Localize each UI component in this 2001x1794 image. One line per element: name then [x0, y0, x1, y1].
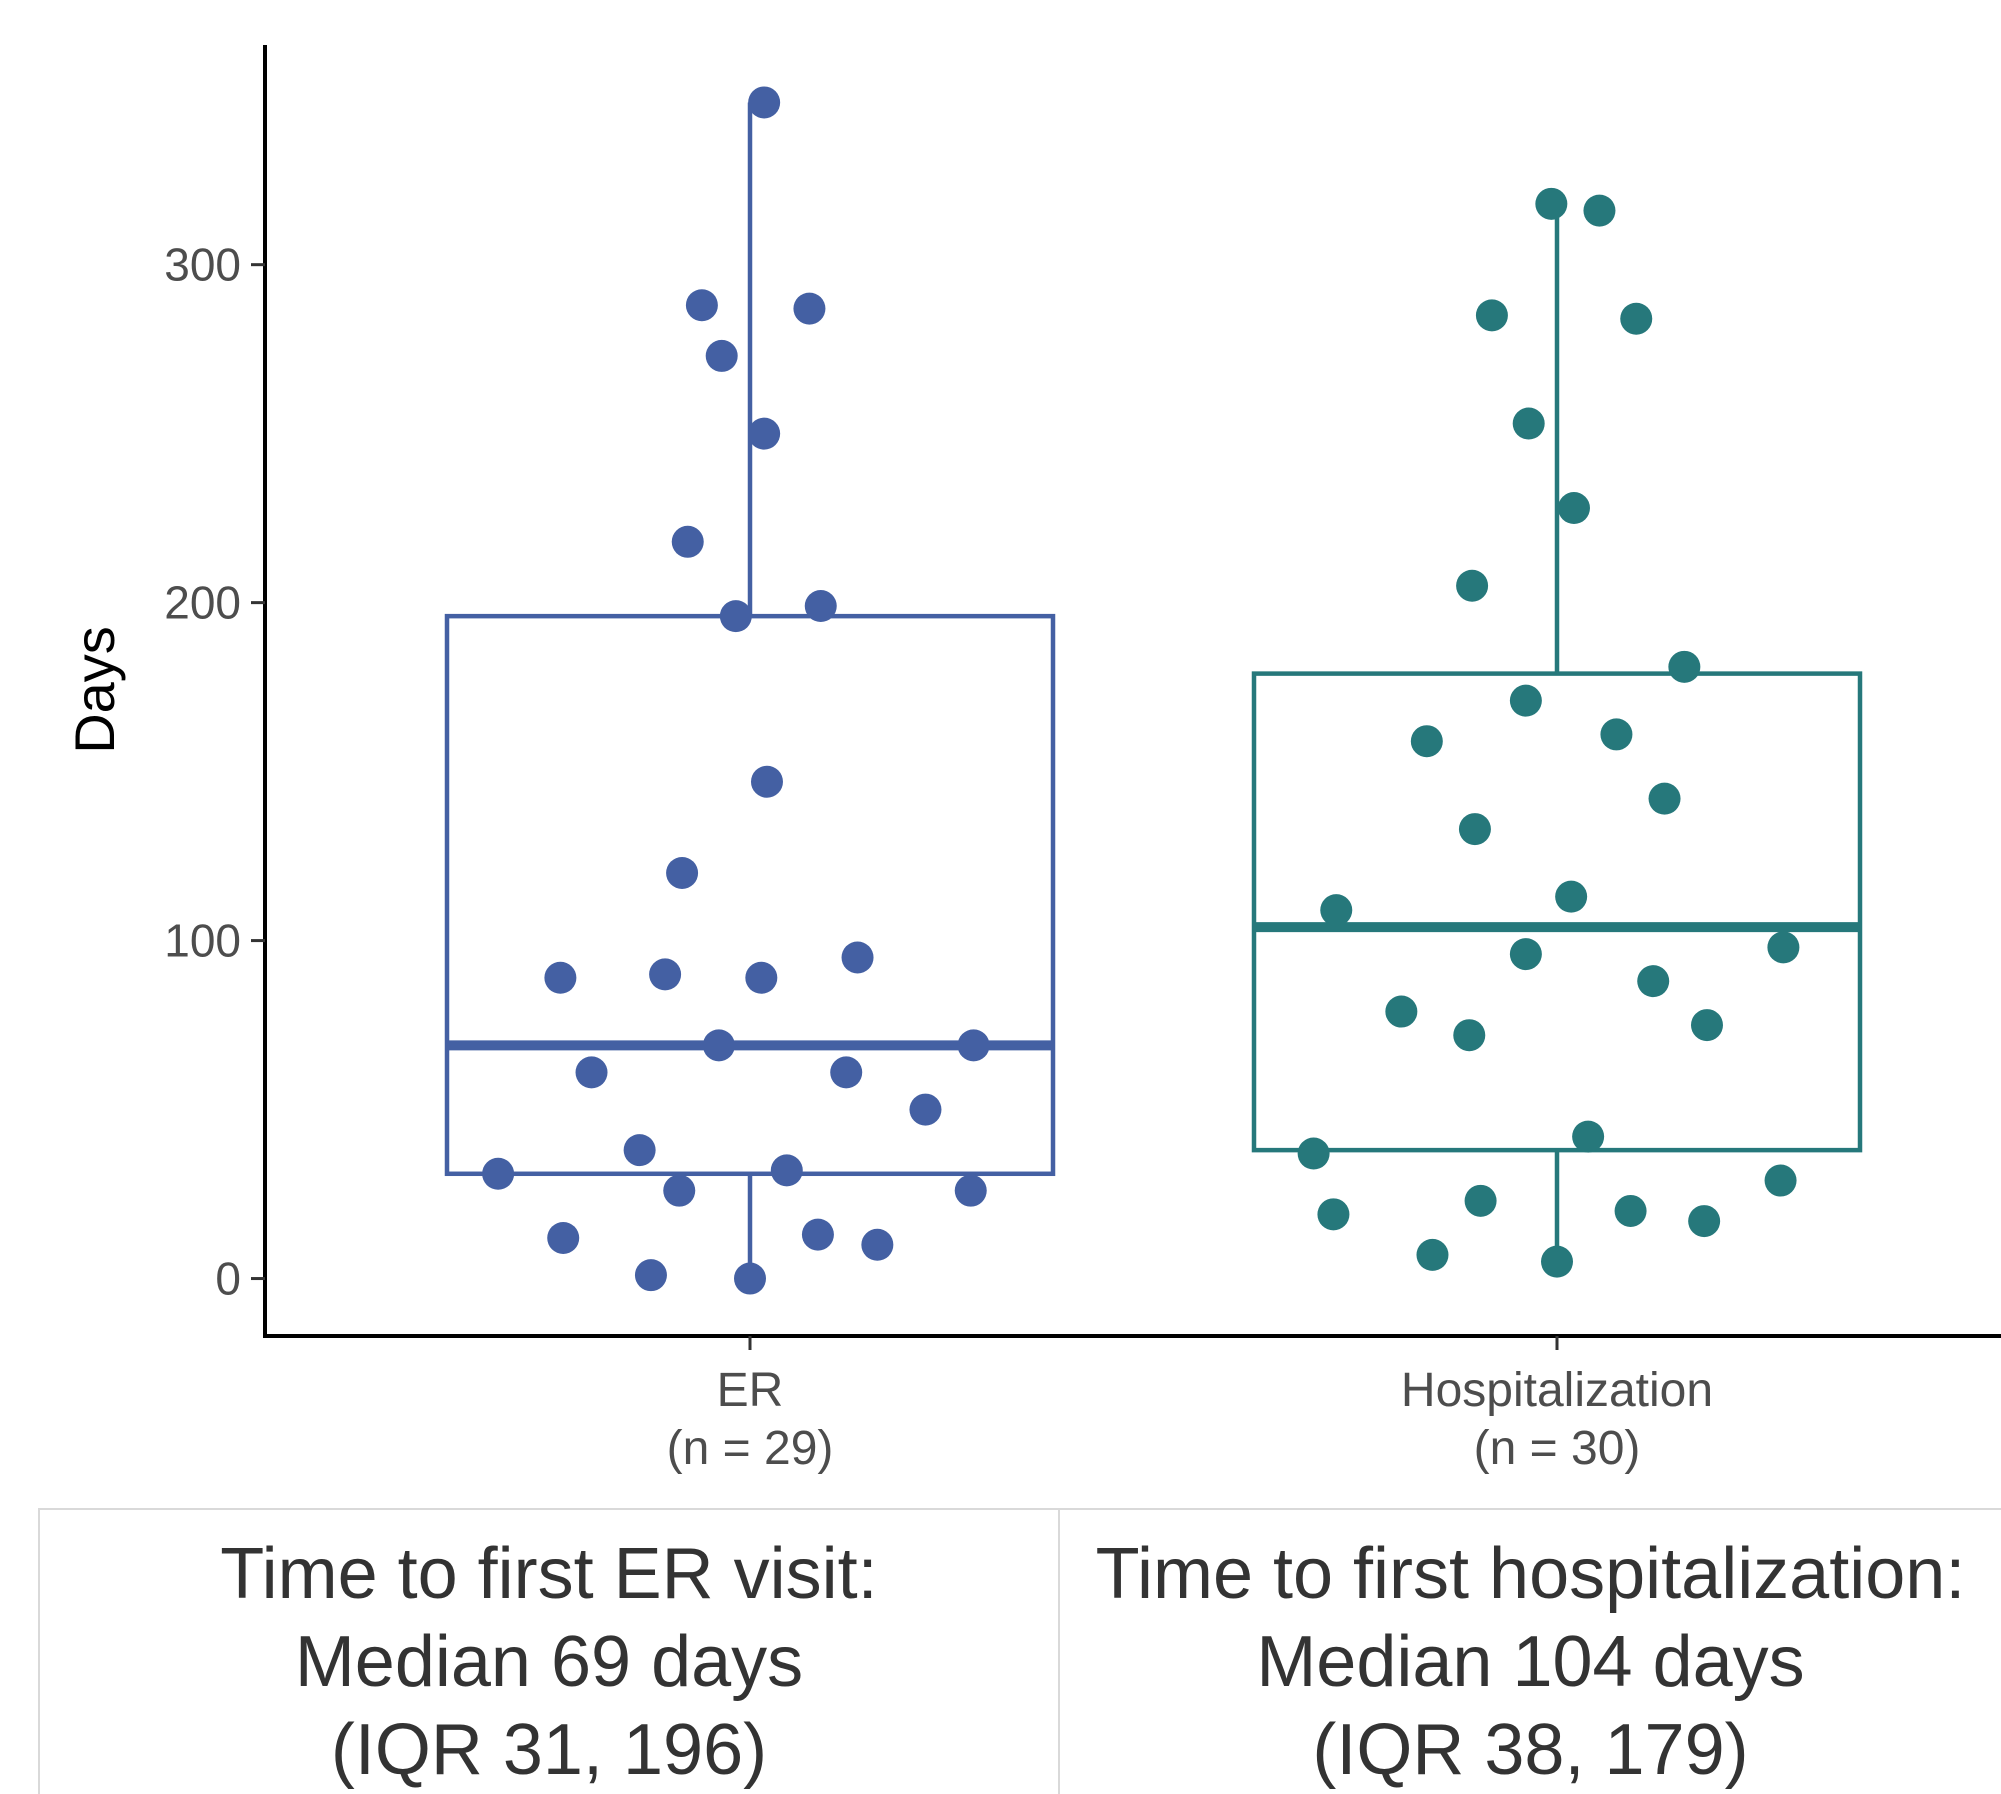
data-point: [663, 1174, 696, 1207]
data-point: [1317, 1198, 1350, 1231]
summary-er-line1: Time to first ER visit:: [220, 1534, 878, 1614]
iqr-box: [444, 613, 1056, 1177]
boxes: [444, 102, 1863, 1279]
data-point: [1767, 931, 1800, 964]
data-point: [1764, 1164, 1797, 1197]
y-tick-label: 0: [215, 1253, 241, 1305]
data-point: [1668, 650, 1701, 683]
data-point: [482, 1157, 515, 1190]
data-point: [547, 1221, 580, 1254]
data-point: [770, 1154, 803, 1187]
y-tick-label: 200: [164, 577, 241, 629]
data-point: [1572, 1120, 1605, 1153]
data-point: [1541, 1245, 1573, 1278]
summary-hosp-line3: (IQR 38, 179): [1312, 1710, 1749, 1790]
data-point: [719, 600, 752, 633]
data-point: [793, 292, 826, 325]
data-point: [957, 1029, 990, 1062]
data-point: [861, 1228, 894, 1261]
summary-hosp-line2: Median 104 days: [1256, 1622, 1805, 1702]
data-point: [1620, 302, 1653, 335]
data-point: [804, 590, 837, 623]
data-point: [1555, 880, 1588, 913]
data-points: [482, 86, 1800, 1295]
data-point: [1320, 894, 1353, 927]
data-point: [1475, 299, 1508, 332]
x-axis: ER(n = 29) Hospitalization(n = 30): [263, 1334, 2001, 1475]
data-point: [1648, 782, 1681, 815]
summary-er-line2: Median 69 days: [294, 1622, 804, 1702]
boxplot-chart: 0 100 200 300 ER(n = 29) Hospitalization(n =…: [63, 45, 2001, 1475]
data-point: [954, 1174, 987, 1207]
summary-cell-er: Time to first ER visit: Median 69 days (…: [38, 1508, 1059, 1794]
data-point: [544, 961, 577, 994]
summary-hosp-line1: Time to first hospitalization:: [1095, 1534, 1966, 1614]
data-point: [1690, 1009, 1723, 1042]
data-point: [1453, 1019, 1486, 1052]
data-point: [1509, 684, 1542, 717]
data-point: [1297, 1137, 1330, 1170]
x-category-n-label: (n = 30): [1474, 1422, 1641, 1475]
data-point: [801, 1218, 834, 1251]
y-tick-label: 300: [164, 239, 241, 291]
data-point: [1583, 194, 1616, 227]
y-tick-label: 100: [164, 915, 241, 967]
data-point: [1600, 718, 1633, 751]
data-point: [634, 1259, 667, 1292]
data-point: [1535, 187, 1568, 220]
data-point: [1464, 1184, 1497, 1217]
data-point: [1688, 1205, 1721, 1238]
data-point: [1416, 1238, 1449, 1271]
y-axis-title: Days: [63, 626, 126, 754]
data-point: [623, 1134, 656, 1167]
summary-er-line3: (IQR 31, 196): [330, 1710, 768, 1790]
data-point: [702, 1029, 735, 1062]
y-axis: 0 100 200 300: [164, 45, 267, 1336]
data-point: [685, 289, 718, 322]
summary-table: Time to first ER visit: Median 69 days (…: [38, 1508, 2001, 1794]
data-point: [1614, 1194, 1647, 1227]
data-point: [1637, 965, 1670, 998]
x-category-label: ER: [717, 1364, 784, 1417]
x-category-n-label: (n = 29): [667, 1422, 834, 1475]
data-point: [671, 525, 704, 558]
data-point: [750, 765, 783, 798]
data-point: [1557, 492, 1590, 525]
data-point: [748, 86, 781, 119]
data-point: [1456, 569, 1489, 602]
data-point: [1509, 938, 1542, 971]
data-point: [705, 339, 738, 372]
data-point: [1512, 407, 1545, 440]
data-point: [734, 1262, 766, 1295]
data-point: [841, 941, 874, 974]
data-point: [1410, 725, 1443, 758]
data-point: [1385, 995, 1418, 1028]
data-point: [830, 1056, 863, 1089]
data-point: [1458, 813, 1491, 846]
data-point: [575, 1056, 608, 1089]
data-point: [745, 961, 778, 994]
data-point: [748, 417, 781, 450]
iqr-box: [1251, 671, 1863, 1153]
data-point: [649, 958, 682, 991]
data-point: [909, 1093, 942, 1126]
summary-cell-hospitalization: Time to first hospitalization: Median 10…: [1058, 1508, 2001, 1794]
data-point: [666, 856, 699, 889]
x-category-label: Hospitalization: [1401, 1364, 1713, 1417]
